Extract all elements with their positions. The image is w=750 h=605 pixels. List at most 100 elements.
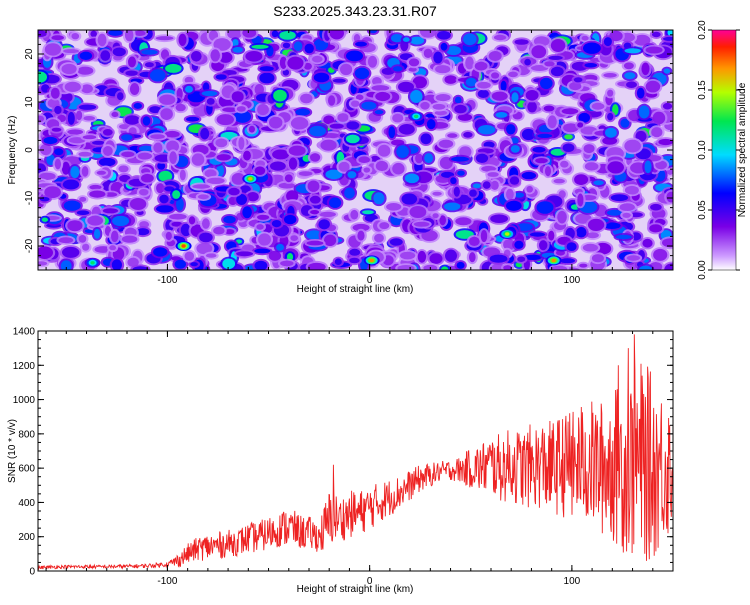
heatmap-cell — [112, 215, 130, 227]
heatmap-cell — [423, 48, 433, 58]
heatmap-cell — [426, 119, 436, 130]
heatmap-cell — [51, 127, 62, 132]
heatmap-cell — [205, 253, 217, 258]
heatmap-cell — [155, 36, 174, 41]
heatmap-cell — [67, 220, 83, 232]
heatmap-cell — [144, 62, 154, 68]
heatmap-cell — [180, 223, 192, 237]
heatmap-cell — [577, 122, 584, 128]
heatmap-cell — [349, 257, 360, 264]
heatmap-cell — [619, 203, 635, 212]
heatmap-cell — [243, 150, 251, 161]
heatmap-cell — [309, 195, 321, 204]
y-tick-label: 0 — [24, 147, 35, 153]
heatmap-cell — [347, 171, 357, 179]
heatmap-cell — [563, 123, 579, 133]
heatmap-cell — [166, 140, 180, 153]
heatmap-cell — [340, 63, 353, 76]
heatmap-cell — [465, 77, 477, 87]
heatmap-cell — [304, 43, 314, 54]
colorbar-label: Normalized spectral amplitude — [737, 82, 748, 217]
heatmap-cell — [254, 260, 268, 270]
heatmap-cell — [352, 223, 370, 232]
heatmap-cell — [651, 31, 661, 38]
heatmap-cell — [79, 51, 93, 60]
heatmap-cell — [410, 90, 423, 103]
heatmap-cell — [102, 208, 119, 214]
heatmap-cell — [206, 177, 225, 184]
heatmap-cell — [77, 66, 94, 75]
heatmap-cell — [526, 186, 533, 193]
heatmap-cell — [638, 105, 650, 119]
heatmap-cell — [361, 101, 377, 110]
y-tick-label: 800 — [18, 429, 35, 440]
heatmap-cell — [535, 158, 548, 164]
heatmap-cell — [524, 254, 542, 260]
y-tick-label: 1000 — [13, 395, 36, 406]
heatmap-cell — [121, 134, 133, 141]
heatmap-cell — [645, 46, 663, 54]
heatmap-cell — [251, 44, 269, 49]
heatmap-cell — [357, 230, 365, 241]
heatmap-cell — [514, 240, 524, 249]
heatmap-cell — [337, 113, 349, 122]
heatmap-cell — [222, 107, 238, 112]
heatmap-cell — [413, 221, 430, 227]
heatmap-cell — [521, 128, 536, 141]
heatmap-cell — [210, 49, 220, 62]
heatmap-cell — [576, 226, 587, 238]
heatmap-cell — [43, 136, 58, 145]
heatmap-cell — [472, 183, 481, 189]
heatmap-cell — [508, 71, 518, 78]
heatmap-cell — [64, 81, 81, 92]
heatmap-cell — [434, 110, 447, 116]
heatmap-cell — [307, 262, 326, 270]
heatmap-cell — [401, 193, 418, 205]
heatmap-cell — [124, 30, 134, 42]
heatmap-cell — [279, 56, 287, 69]
heatmap-cell — [175, 103, 186, 112]
heatmap-cell — [108, 30, 123, 36]
heatmap-cell — [346, 50, 363, 62]
heatmap-cell — [38, 71, 47, 83]
heatmap-cell — [529, 232, 546, 237]
heatmap-cell — [663, 68, 671, 74]
heatmap-cell — [139, 221, 150, 228]
y-tick-label: 400 — [18, 498, 35, 509]
heatmap-cell — [388, 126, 396, 139]
heatmap-cell — [38, 261, 48, 266]
heatmap-cell — [320, 139, 337, 151]
heatmap-cell — [435, 94, 451, 102]
heatmap-cell — [344, 187, 355, 199]
heatmap-cell — [258, 233, 271, 246]
heatmap-cell — [282, 69, 290, 76]
heatmap-cell — [573, 77, 583, 83]
heatmap-cell — [474, 61, 488, 71]
heatmap-cell — [649, 224, 663, 233]
heatmap-cell — [38, 246, 53, 259]
heatmap-cell — [392, 113, 404, 123]
heatmap-cell — [197, 194, 209, 200]
heatmap-cell — [178, 33, 187, 46]
heatmap-cell — [451, 156, 469, 162]
heatmap-cell — [236, 194, 248, 205]
heatmap-cell — [624, 185, 639, 195]
heatmap-cell — [141, 173, 154, 183]
heatmap-cell — [346, 121, 360, 130]
snr-series-line — [38, 334, 673, 571]
heatmap-cell — [286, 190, 299, 203]
heatmap-cell — [642, 238, 653, 248]
heatmap-cell — [307, 180, 320, 192]
heatmap-cell — [174, 259, 186, 269]
colorbar-tick-label: 0.20 — [697, 20, 708, 40]
heatmap-cell — [566, 242, 577, 252]
y-tick-label: 200 — [18, 532, 35, 543]
heatmap-cell — [469, 189, 477, 197]
heatmap-cell — [511, 92, 519, 103]
heatmap-cell — [639, 265, 652, 270]
heatmap-cell — [61, 246, 80, 258]
heatmap-cell — [270, 161, 286, 171]
heatmap-cell — [284, 214, 297, 225]
heatmap-cell — [584, 162, 599, 171]
